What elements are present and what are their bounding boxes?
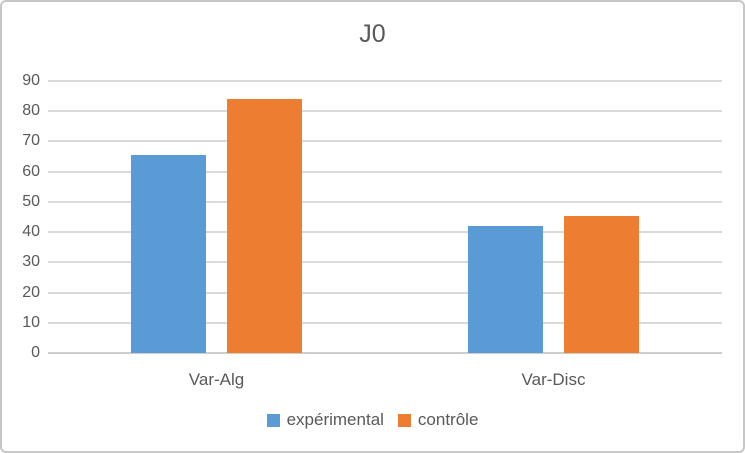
y-tick-label: 80 bbox=[22, 102, 40, 120]
gridline bbox=[48, 321, 722, 324]
y-tick-label: 20 bbox=[22, 283, 40, 301]
legend-swatch-icon bbox=[397, 413, 411, 427]
legend: expérimental contrôle bbox=[2, 410, 743, 430]
gridline bbox=[48, 231, 722, 234]
bar-contrôle-Var-Alg bbox=[227, 99, 302, 353]
bar-contrôle-Var-Disc bbox=[564, 215, 639, 353]
y-tick-label: 90 bbox=[22, 72, 40, 89]
legend-item: expérimental bbox=[266, 410, 384, 430]
y-tick-label: 40 bbox=[22, 223, 40, 241]
y-tick-label: 50 bbox=[22, 192, 40, 210]
x-axis-category-labels: Var-Alg Var-Disc bbox=[48, 368, 722, 392]
gridline bbox=[48, 261, 722, 264]
gridline bbox=[48, 200, 722, 203]
y-tick-label: 70 bbox=[22, 132, 40, 150]
legend-item: contrôle bbox=[397, 410, 479, 430]
chart-title: J0 bbox=[359, 20, 386, 48]
y-tick-label: 10 bbox=[22, 313, 40, 331]
y-tick-label: 0 bbox=[31, 344, 40, 361]
gridline bbox=[48, 80, 722, 82]
category-label: Var-Disc bbox=[521, 370, 586, 389]
legend-label: expérimental bbox=[286, 410, 384, 429]
legend-label: contrôle bbox=[417, 410, 479, 429]
y-axis-tick-labels: 0 10 20 30 40 50 60 70 80 90 bbox=[2, 72, 40, 361]
gridline bbox=[48, 170, 722, 173]
bar-expérimental-Var-Disc bbox=[468, 226, 543, 353]
category-label: Var-Alg bbox=[188, 370, 245, 389]
plot-area bbox=[48, 80, 722, 354]
gridline bbox=[48, 110, 722, 113]
legend-swatch-icon bbox=[266, 413, 280, 427]
bar-expérimental-Var-Alg bbox=[131, 155, 206, 353]
y-tick-label: 60 bbox=[22, 162, 40, 180]
gridline bbox=[48, 140, 722, 143]
y-tick-label: 30 bbox=[22, 253, 40, 271]
gridline bbox=[48, 291, 722, 294]
x-axis-line bbox=[48, 352, 722, 354]
